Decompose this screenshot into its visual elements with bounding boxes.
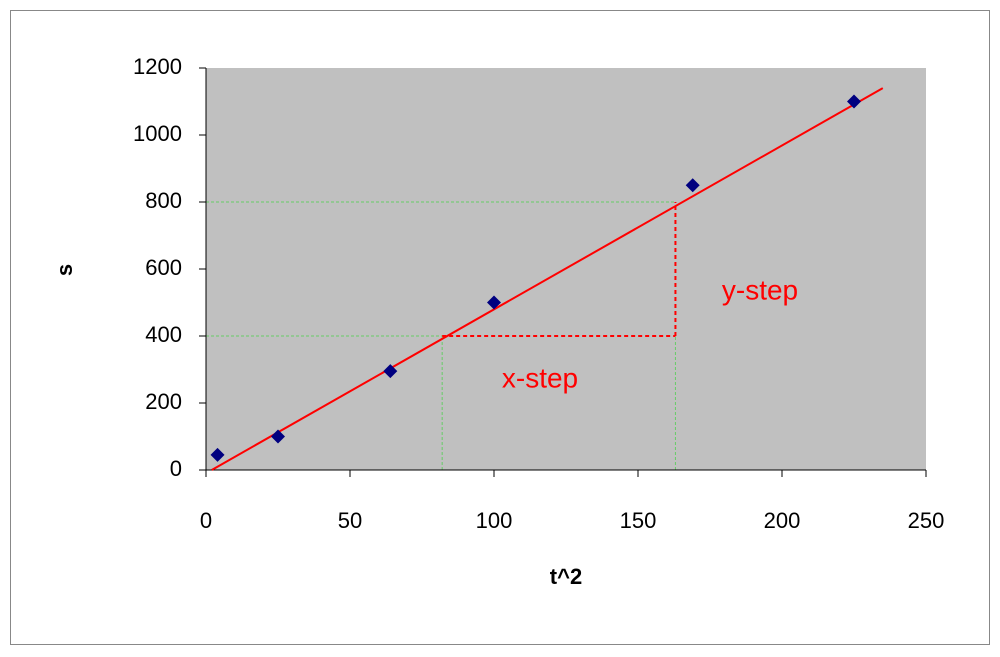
y-tick-label: 1200 [133, 54, 182, 79]
x-tick-label: 50 [338, 508, 362, 533]
annotation: x-step [502, 362, 578, 393]
x-tick-label: 100 [476, 508, 513, 533]
trendline [211, 87, 884, 471]
x-axis-title: t^2 [550, 564, 582, 589]
annotation: y-step [722, 274, 798, 305]
x-tick-label: 150 [620, 508, 657, 533]
x-tick-label: 200 [764, 508, 801, 533]
y-tick-label: 400 [145, 322, 182, 347]
x-tick-label: 250 [908, 508, 945, 533]
y-tick-label: 1000 [133, 121, 182, 146]
data-point [685, 178, 700, 193]
data-point [271, 429, 285, 444]
y-tick-label: 600 [145, 255, 182, 280]
y-tick-label: 800 [145, 188, 182, 213]
y-axis-title: s [52, 264, 77, 276]
data-point [847, 94, 861, 109]
x-tick-label: 0 [200, 508, 212, 533]
y-tick-label: 200 [145, 389, 182, 414]
y-tick-label: 0 [170, 456, 182, 481]
data-point [487, 295, 501, 310]
data-point [210, 447, 225, 462]
data-point [383, 364, 398, 379]
